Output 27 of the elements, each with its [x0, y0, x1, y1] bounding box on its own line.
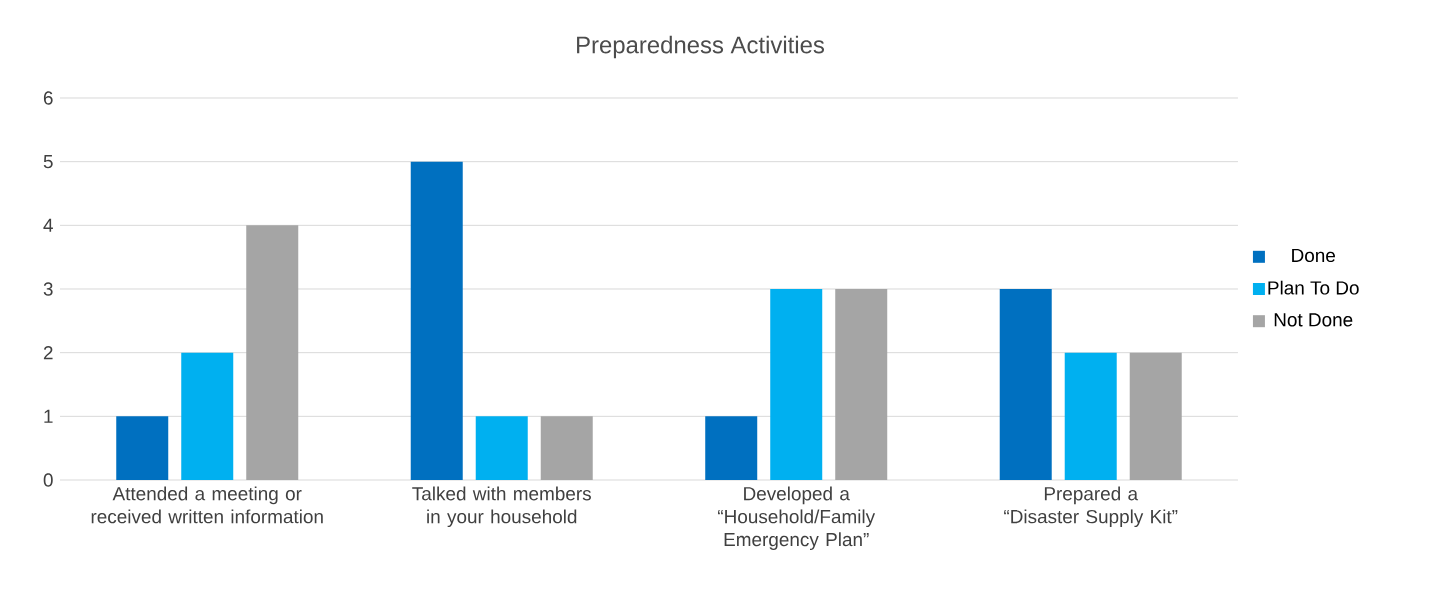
y-tick-label: 1 — [44, 409, 53, 423]
x-tick-label: Talked with members in your household — [412, 486, 591, 528]
x-tick-label: Developed a “Household/Family Emergency Plan” — [718, 486, 876, 550]
bar — [410, 161, 463, 480]
y-tick-label: 3 — [43, 282, 53, 296]
bar — [999, 289, 1052, 480]
y-tick-label: 5 — [43, 155, 53, 169]
bar — [835, 289, 888, 480]
bar — [1064, 352, 1117, 480]
bar — [770, 289, 823, 480]
bar — [705, 416, 758, 480]
bar — [475, 416, 528, 480]
x-tick-label: Attended a meeting or received written information — [91, 486, 323, 524]
y-tick-label: 2 — [43, 346, 53, 360]
bar — [116, 416, 169, 480]
legend-label: Done — [1292, 248, 1335, 263]
x-tick-label: Prepared a “Disaster Supply Kit” — [1004, 486, 1178, 528]
y-tick-label: 6 — [43, 91, 53, 105]
bar — [246, 225, 299, 480]
bar — [181, 352, 234, 480]
bar — [540, 416, 593, 480]
y-tick-label: 4 — [43, 218, 53, 232]
legend-label: Not Done — [1274, 313, 1353, 327]
legend-label: Plan To Do — [1268, 280, 1359, 295]
bar — [1129, 352, 1182, 480]
chart-title: Preparedness Activities — [577, 35, 825, 59]
y-tick-label: 0 — [43, 473, 53, 487]
